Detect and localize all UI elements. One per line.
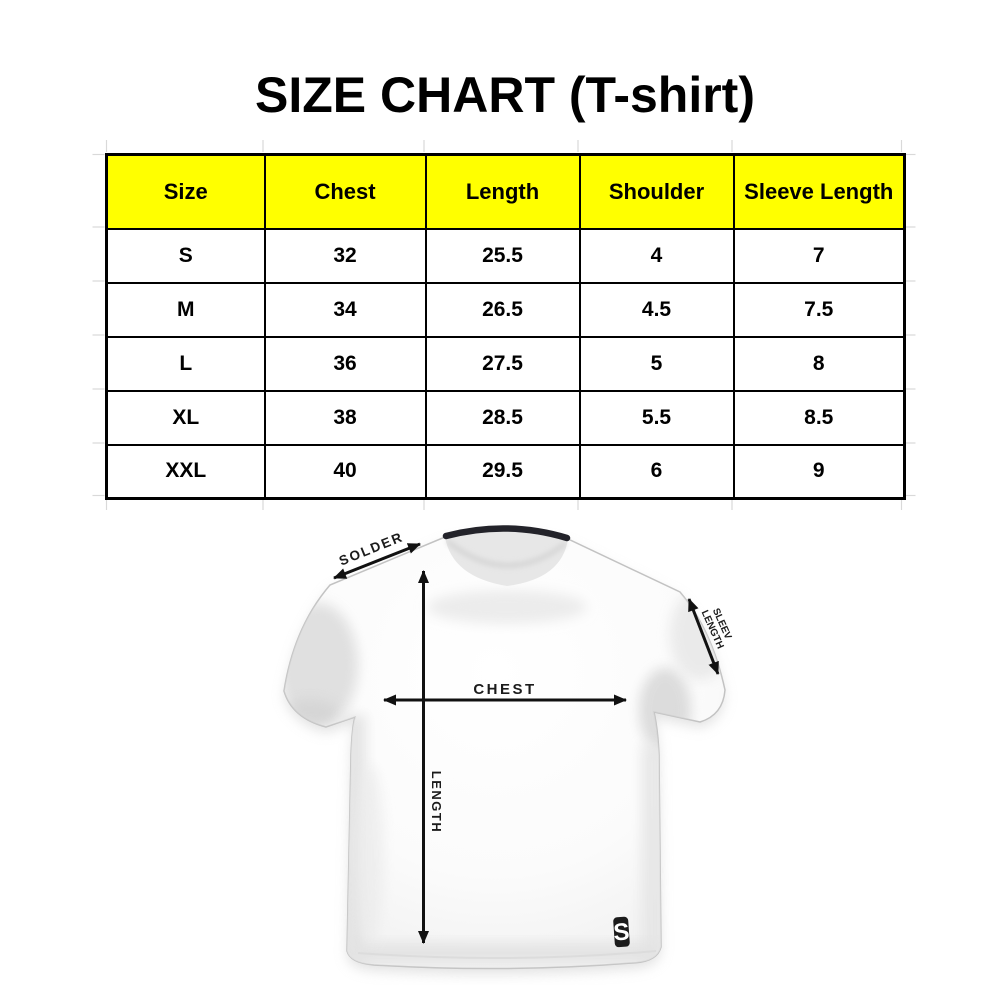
size-chart-table: Size Chest Length Shoulder Sleeve Length… bbox=[105, 153, 906, 500]
value-cell: 4 bbox=[578, 227, 735, 284]
tag-letter: S bbox=[613, 918, 631, 946]
value-cell: 32 bbox=[263, 227, 427, 284]
value-cell: 7.5 bbox=[732, 281, 906, 338]
table-row: XL 38 28.5 5.5 8.5 bbox=[105, 389, 906, 446]
sleeve-arrow bbox=[687, 598, 720, 675]
chest-label: CHEST bbox=[473, 681, 536, 698]
hem-seam bbox=[357, 950, 657, 960]
size-cell: XL bbox=[105, 389, 266, 446]
column-header-length: Length bbox=[424, 153, 581, 230]
measurement-arrows bbox=[333, 542, 720, 944]
size-cell: M bbox=[105, 281, 266, 338]
shoulder-arrow bbox=[333, 542, 421, 580]
tshirt-diagram: S SOLDER CHEST LENGTH SLEEV LENGTH bbox=[283, 525, 733, 975]
size-cell: L bbox=[105, 335, 266, 392]
table-row: L 36 27.5 5 8 bbox=[105, 335, 906, 392]
column-header-chest: Chest bbox=[263, 153, 427, 230]
value-cell: 26.5 bbox=[424, 281, 581, 338]
page-title: SIZE CHART (T-shirt) bbox=[255, 67, 755, 123]
length-label: LENGTH bbox=[429, 771, 444, 833]
table-row: XXL 40 29.5 6 9 bbox=[105, 443, 906, 500]
value-cell: 36 bbox=[263, 335, 427, 392]
value-cell: 5.5 bbox=[578, 389, 735, 446]
value-cell: 40 bbox=[263, 443, 427, 500]
value-cell: 25.5 bbox=[424, 227, 581, 284]
collar-band bbox=[442, 525, 571, 542]
table-row: S 32 25.5 4 7 bbox=[105, 227, 906, 284]
value-cell: 8.5 bbox=[732, 389, 906, 446]
value-cell: 34 bbox=[263, 281, 427, 338]
value-cell: 27.5 bbox=[424, 335, 581, 392]
neck-rim bbox=[446, 539, 567, 567]
value-cell: 5 bbox=[578, 335, 735, 392]
brand-tag: S bbox=[613, 916, 631, 948]
size-cell: S bbox=[105, 227, 266, 284]
value-cell: 9 bbox=[732, 443, 906, 500]
value-cell: 6 bbox=[578, 443, 735, 500]
value-cell: 8 bbox=[732, 335, 906, 392]
value-cell: 4.5 bbox=[578, 281, 735, 338]
value-cell: 28.5 bbox=[424, 389, 581, 446]
value-cell: 7 bbox=[732, 227, 906, 284]
column-header-size: Size bbox=[105, 153, 266, 230]
size-cell: XXL bbox=[105, 443, 266, 500]
value-cell: 38 bbox=[263, 389, 427, 446]
column-header-sleeve-length: Sleeve Length bbox=[732, 153, 906, 230]
value-cell: 29.5 bbox=[424, 443, 581, 500]
table-header-row: Size Chest Length Shoulder Sleeve Length bbox=[105, 153, 906, 230]
column-header-shoulder: Shoulder bbox=[578, 153, 735, 230]
neck-opening bbox=[445, 530, 568, 586]
table-row: M 34 26.5 4.5 7.5 bbox=[105, 281, 906, 338]
